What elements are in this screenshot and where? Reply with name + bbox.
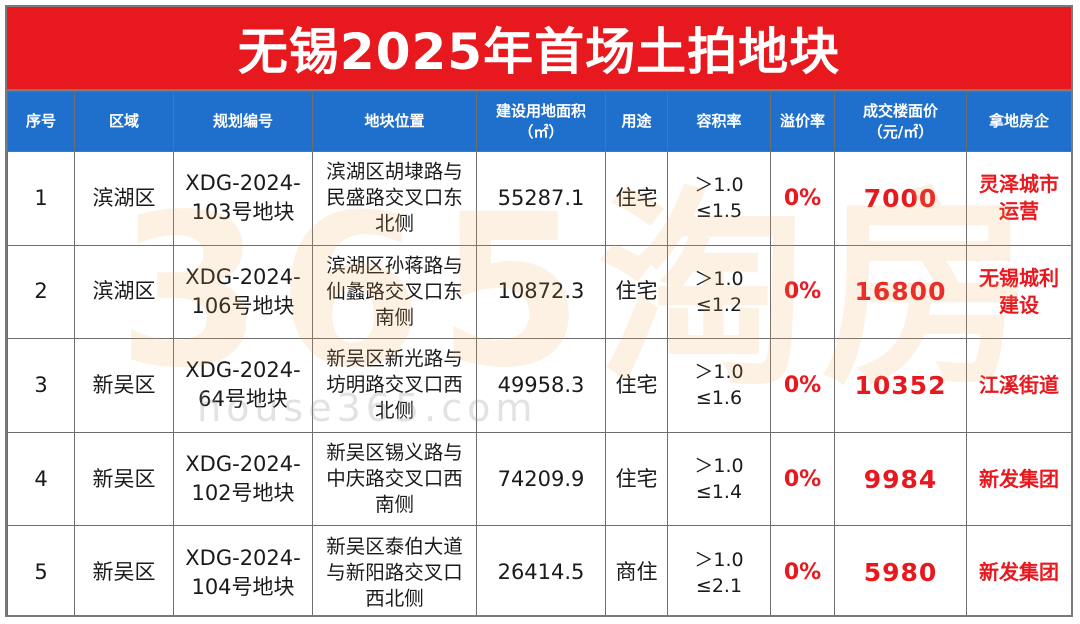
title-banner: 无锡2025年首场土拍地块 [7, 7, 1071, 91]
cell-area: 49958.3 [476, 338, 606, 433]
column-header-price-label: 成交楼面价 [862, 101, 938, 120]
cell-buyer: 新发集团 [966, 525, 1071, 615]
column-header-buyer: 拿地房企 [966, 91, 1071, 152]
column-header-location: 地块位置 [312, 91, 477, 152]
cell-premium: 0% [770, 244, 835, 340]
cell-plan-no: XDG-2024-64号地块 [173, 338, 313, 433]
far-min: ＞1.0 [694, 267, 744, 290]
column-header-premium: 溢价率 [770, 91, 835, 152]
cell-price: 9984 [834, 431, 967, 527]
cell-price: 7000 [834, 151, 967, 246]
cell-location: 滨湖区胡埭路与民盛路交叉口东北侧 [312, 151, 477, 246]
column-header-area-label: 建设用地面积 [495, 101, 586, 120]
cell-area: 10872.3 [476, 244, 606, 340]
cell-plan-no: XDG-2024-102号地块 [173, 431, 313, 527]
header-row: 序号 区域 规划编号 地块位置 建设用地面积 （㎡） 用途 容积率 溢价率 成交… [7, 91, 1071, 152]
cell-buyer: 江溪街道 [966, 338, 1071, 433]
cell-location: 滨湖区孙蒋路与仙蠡路交叉口东南侧 [312, 244, 477, 340]
far-min: ＞1.0 [694, 174, 744, 197]
cell-district: 新吴区 [74, 338, 174, 433]
cell-far: ＞1.0 ≤1.6 [667, 338, 771, 433]
cell-district: 新吴区 [74, 431, 174, 527]
column-header-use: 用途 [605, 91, 668, 152]
cell-location: 新吴区锡义路与中庆路交叉口西南侧 [312, 431, 477, 527]
cell-far: ＞1.0 ≤1.2 [667, 244, 771, 340]
cell-price: 10352 [834, 338, 967, 433]
column-header-no: 序号 [7, 91, 75, 152]
cell-premium: 0% [770, 431, 835, 527]
far-min: ＞1.0 [694, 455, 744, 478]
column-header-far: 容积率 [667, 91, 771, 152]
table-row: 3 新吴区 XDG-2024-64号地块 新吴区新光路与坊明路交叉口西北侧 49… [7, 338, 1071, 433]
cell-plan-no: XDG-2024-106号地块 [173, 244, 313, 340]
cell-price: 5980 [834, 525, 967, 615]
page-title: 无锡2025年首场土拍地块 [237, 23, 841, 81]
land-auction-table: 序号 区域 规划编号 地块位置 建设用地面积 （㎡） 用途 容积率 溢价率 成交… [7, 91, 1071, 615]
far-min: ＞1.0 [694, 361, 744, 384]
cell-use: 住宅 [605, 431, 668, 527]
column-header-district: 区域 [74, 91, 174, 152]
cell-use: 住宅 [605, 338, 668, 433]
cell-area: 26414.5 [476, 525, 606, 615]
cell-location: 新吴区新光路与坊明路交叉口西北侧 [312, 338, 477, 433]
column-header-price-unit: （元/㎡） [867, 122, 934, 141]
cell-area: 55287.1 [476, 151, 606, 246]
cell-district: 新吴区 [74, 525, 174, 615]
column-header-price: 成交楼面价 （元/㎡） [834, 91, 967, 152]
table-row: 5 新吴区 XDG-2024-104号地块 新吴区泰伯大道与新阳路交叉口西北侧 … [7, 525, 1071, 615]
table-row: 1 滨湖区 XDG-2024-103号地块 滨湖区胡埭路与民盛路交叉口东北侧 5… [7, 151, 1071, 246]
cell-district: 滨湖区 [74, 151, 174, 246]
cell-price: 16800 [834, 244, 967, 340]
cell-buyer: 新发集团 [966, 431, 1071, 527]
cell-use: 住宅 [605, 151, 668, 246]
cell-no: 4 [7, 431, 75, 527]
far-max: ≤1.5 [695, 200, 743, 223]
far-max: ≤1.4 [695, 481, 743, 504]
cell-far: ＞1.0 ≤2.1 [667, 525, 771, 615]
table-row: 2 滨湖区 XDG-2024-106号地块 滨湖区孙蒋路与仙蠡路交叉口东南侧 1… [7, 244, 1071, 340]
cell-premium: 0% [770, 525, 835, 615]
cell-use: 住宅 [605, 244, 668, 340]
cell-buyer: 无锡城利建设 [966, 244, 1071, 340]
column-header-area: 建设用地面积 （㎡） [476, 91, 606, 152]
far-max: ≤1.2 [695, 293, 743, 316]
cell-area: 74209.9 [476, 431, 606, 527]
cell-no: 1 [7, 151, 75, 246]
cell-premium: 0% [770, 151, 835, 246]
cell-plan-no: XDG-2024-103号地块 [173, 151, 313, 246]
far-max: ≤1.6 [695, 387, 743, 410]
far-max: ≤2.1 [695, 574, 743, 597]
cell-far: ＞1.0 ≤1.5 [667, 151, 771, 246]
column-header-plan-no: 规划编号 [173, 91, 313, 152]
cell-no: 5 [7, 525, 75, 615]
cell-district: 滨湖区 [74, 244, 174, 340]
cell-location: 新吴区泰伯大道与新阳路交叉口西北侧 [312, 525, 477, 615]
table-row: 4 新吴区 XDG-2024-102号地块 新吴区锡义路与中庆路交叉口西南侧 7… [7, 431, 1071, 527]
cell-far: ＞1.0 ≤1.4 [667, 431, 771, 527]
cell-premium: 0% [770, 338, 835, 433]
far-min: ＞1.0 [694, 548, 744, 571]
cell-plan-no: XDG-2024-104号地块 [173, 525, 313, 615]
cell-buyer: 灵泽城市运营 [966, 151, 1071, 246]
document-frame: 无锡2025年首场土拍地块 序号 区域 规划编号 地块位置 建设用地面积 （㎡） [5, 5, 1073, 617]
cell-no: 2 [7, 244, 75, 340]
column-header-area-unit: （㎡） [518, 122, 564, 141]
cell-no: 3 [7, 338, 75, 433]
cell-use: 商住 [605, 525, 668, 615]
